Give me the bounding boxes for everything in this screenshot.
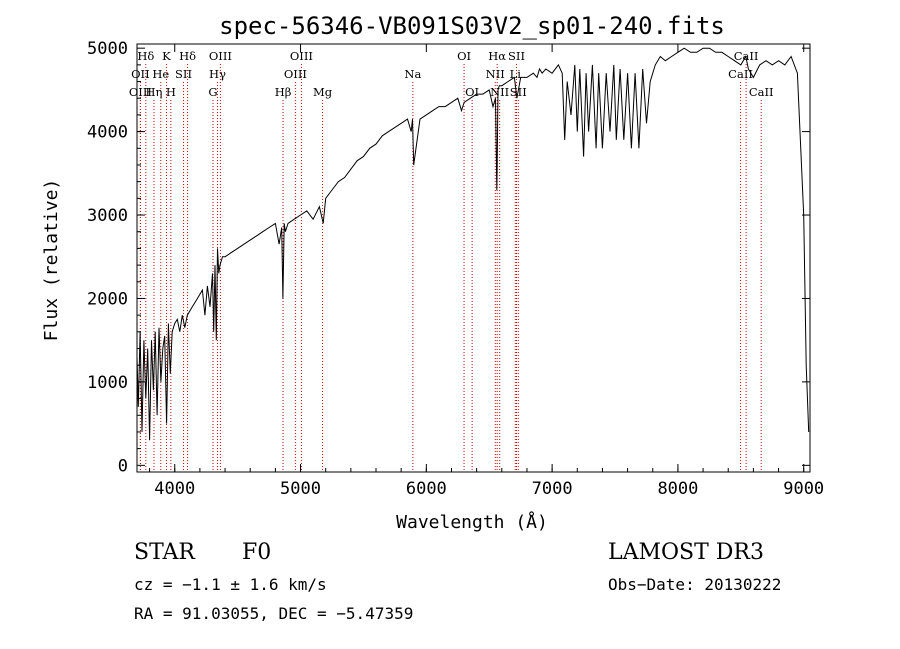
y-axis-ticks: 0 1000 2000 3000 4000 5000 [87, 39, 810, 476]
x-tick-label: 4000 [154, 479, 195, 499]
y-axis-label: Flux (relative) [41, 179, 62, 342]
flux-series-line [136, 47, 810, 441]
y-tick-label: 5000 [87, 39, 128, 59]
spectral-line-label: CaII [728, 67, 753, 81]
plot-frame [136, 43, 811, 473]
spectral-line-label: NII [490, 85, 509, 99]
spectral-line-label: NII [486, 67, 505, 81]
object-subclass: F0 [242, 540, 272, 565]
spectral-line-label: OI [465, 85, 479, 99]
spectral-line-label: OI [457, 49, 471, 63]
observation-date: Obs−Date: 20130222 [608, 575, 782, 594]
redshift-cz: cz = −1.1 ± 1.6 km/s [134, 575, 327, 594]
spectral-line-label: Hγ [209, 67, 226, 81]
spectral-line-label: SII [508, 49, 525, 63]
x-axis-ticks: 4000 5000 6000 7000 8000 9000 [149, 44, 824, 499]
ra-dec-coordinates: RA = 91.03055, DEC = −5.47359 [134, 604, 414, 623]
spectral-line-label: Hδ [179, 49, 196, 63]
chart-title: spec-56346-VB091S03V2_sp01-240.fits [219, 12, 725, 40]
survey-name: LAMOST DR3 [608, 540, 764, 565]
spectral-line-label: Hδ [137, 49, 154, 63]
object-class: STAR [134, 540, 195, 565]
spectral-line-label: He [152, 67, 169, 81]
y-tick-label: 4000 [87, 123, 128, 143]
spectral-line-label: CaII [749, 85, 774, 99]
spectral-line-label: Mg [313, 85, 333, 99]
spectral-line-label: SII [175, 67, 192, 81]
spectral-line-label: OII [131, 67, 150, 81]
spectral-line-markers [139, 64, 762, 472]
spectral-line-label: OIII [209, 49, 232, 63]
spectral-line-label: Hη [146, 85, 163, 99]
spectral-line-label: Li [510, 67, 522, 81]
y-tick-label: 0 [118, 456, 128, 476]
spectral-line-label: OIII [129, 85, 152, 99]
x-tick-label: 5000 [280, 479, 321, 499]
x-tick-label: 8000 [657, 479, 698, 499]
spectral-line-label: Hβ [275, 85, 292, 99]
spectral-line-label: OIII [290, 49, 313, 63]
spectral-line-label: K [162, 49, 171, 63]
spectral-line-label: Na [404, 67, 421, 81]
x-tick-label: 7000 [532, 479, 573, 499]
x-axis-label: Wavelength (Å) [396, 511, 548, 533]
y-tick-label: 2000 [87, 289, 128, 309]
x-tick-label: 9000 [783, 479, 824, 499]
spectral-line-label: OIII [284, 67, 307, 81]
spectral-line-label: H [166, 85, 176, 99]
y-tick-label: 3000 [87, 206, 128, 226]
spectral-line-label: G [208, 85, 217, 99]
x-tick-label: 6000 [406, 479, 447, 499]
y-tick-label: 1000 [87, 373, 128, 393]
spectral-line-label: Hα [488, 49, 506, 63]
